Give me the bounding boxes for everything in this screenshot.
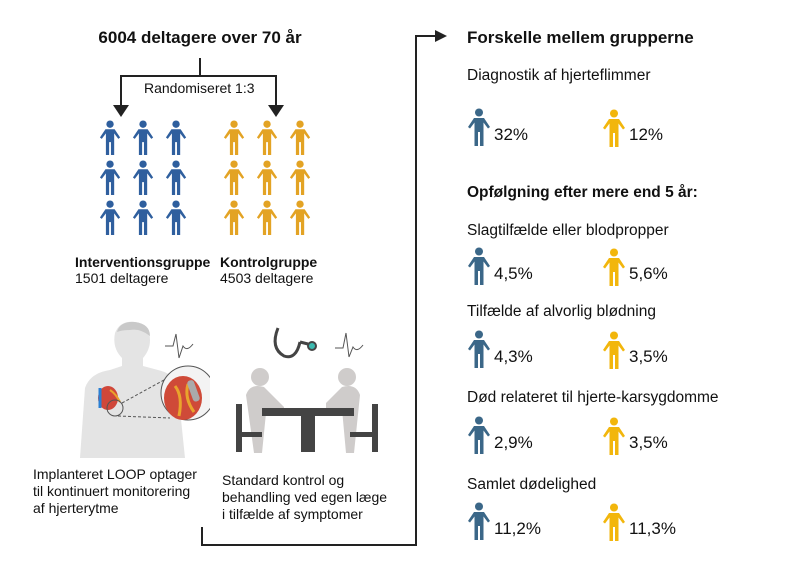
connector-line xyxy=(201,544,417,546)
person-icon xyxy=(289,120,311,155)
standard-caption: Standard kontrol og behandling ved egen … xyxy=(222,472,387,523)
randomization-label: Randomiseret 1:3 xyxy=(140,80,259,97)
result-label: Død relateret til hjerte-karsygdomme xyxy=(467,389,719,406)
result-label: Tilfælde af alvorlig blødning xyxy=(467,303,656,320)
control-group-name: Kontrolgruppe xyxy=(220,254,318,270)
connector-line xyxy=(120,75,122,108)
doctor-consultation-illustration xyxy=(236,327,378,453)
intervention-percentage: 32% xyxy=(494,125,529,144)
control-percentage: 12% xyxy=(629,125,664,144)
person-icon xyxy=(289,200,311,235)
person-icon xyxy=(602,503,626,541)
arrow-right-icon xyxy=(435,30,447,42)
result-label: Samlet dødelighed xyxy=(467,476,597,493)
caption-line: i tilfælde af symptomer xyxy=(222,506,363,522)
person-icon xyxy=(223,160,245,195)
person-icon xyxy=(602,331,626,369)
result-label: Diagnostik af hjerteflimmer xyxy=(467,67,651,84)
person-icon xyxy=(602,109,626,147)
followup-heading: Opfølgning efter mere end 5 år: xyxy=(467,184,698,201)
connector-line xyxy=(201,527,203,546)
person-icon xyxy=(467,416,491,454)
intervention-group-name: Interventionsgruppe xyxy=(75,254,211,270)
person-icon xyxy=(165,120,187,155)
connector-line xyxy=(415,35,417,546)
control-percentage: 5,6% xyxy=(629,264,668,283)
connector-line xyxy=(275,75,277,108)
study-title: 6004 deltagere over 70 år xyxy=(98,28,302,47)
person-icon xyxy=(132,200,154,235)
intervention-percentage: 11,2% xyxy=(494,519,541,538)
control-percentage: 3,5% xyxy=(629,433,668,452)
person-icon xyxy=(467,502,491,540)
intervention-percentage: 2,9% xyxy=(494,433,533,452)
caption-line: Implanteret LOOP optager xyxy=(33,466,197,482)
results-heading: Forskelle mellem grupperne xyxy=(467,28,694,47)
connector-line xyxy=(199,58,201,76)
person-icon xyxy=(223,120,245,155)
control-percentage: 3,5% xyxy=(629,347,668,366)
person-icon xyxy=(602,417,626,455)
loop-caption: Implanteret LOOP optager til kontinuert … xyxy=(33,466,197,517)
arrow-down-icon xyxy=(268,105,284,117)
arrow-down-icon xyxy=(113,105,129,117)
intervention-percentage: 4,3% xyxy=(494,347,533,366)
caption-line: Standard kontrol og xyxy=(222,472,345,488)
person-icon xyxy=(165,160,187,195)
person-icon xyxy=(99,200,121,235)
implanted-loop-illustration xyxy=(80,321,210,458)
person-icon xyxy=(289,160,311,195)
control-percentage: 11,3% xyxy=(629,519,676,538)
caption-line: til kontinuert monitorering xyxy=(33,483,191,499)
connector-line xyxy=(120,75,277,77)
person-icon xyxy=(99,120,121,155)
control-group-count: 4503 deltagere xyxy=(220,270,314,286)
person-icon xyxy=(132,160,154,195)
person-icon xyxy=(256,200,278,235)
connector-line xyxy=(415,35,437,37)
person-icon xyxy=(165,200,187,235)
intervention-percentage: 4,5% xyxy=(494,264,533,283)
caption-line: af hjerterytme xyxy=(33,500,119,516)
caption-line: behandling ved egen læge xyxy=(222,489,388,505)
person-icon xyxy=(223,200,245,235)
intervention-group-count: 1501 deltagere xyxy=(75,270,169,286)
person-icon xyxy=(467,330,491,368)
person-icon xyxy=(256,120,278,155)
person-icon xyxy=(256,160,278,195)
person-icon xyxy=(467,108,491,146)
person-icon xyxy=(602,248,626,286)
person-icon xyxy=(132,120,154,155)
person-icon xyxy=(467,247,491,285)
result-label: Slagtilfælde eller blodpropper xyxy=(467,222,669,239)
person-icon xyxy=(99,160,121,195)
